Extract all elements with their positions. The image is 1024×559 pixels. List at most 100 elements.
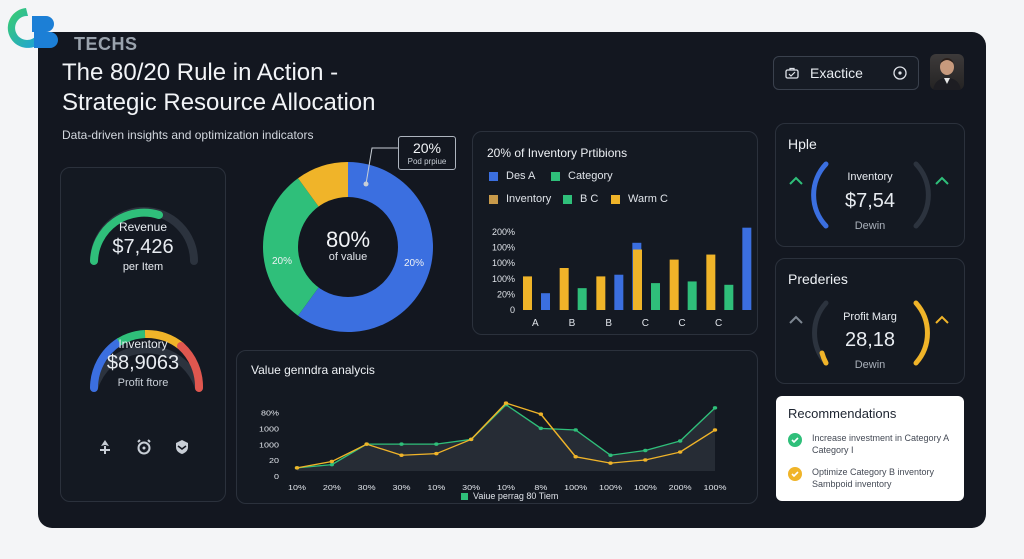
page-title: The 80/20 Rule in Action - Strategic Res… (62, 58, 482, 118)
x-tick-label: 100% (564, 484, 587, 492)
bar-chart-plot: 0 20% 100% 100% 100% 200% A B B C C C (492, 227, 752, 329)
recommendation-item[interactable]: Increase investment in Category A Categor… (788, 432, 949, 456)
legend-label: Vaiue perrag 80 Tiem (473, 491, 559, 501)
recommendation-item[interactable]: Optimize Category B inventory Sambpoid in… (788, 466, 934, 490)
callout-value: 20% (412, 140, 442, 156)
y-tick-label: 0 (510, 305, 515, 315)
legend-swatch (563, 194, 572, 204)
revenue-label: Revenue (118, 220, 168, 234)
line-chart-title: Value genndra analycis (251, 363, 375, 377)
legend-swatch (489, 171, 498, 181)
value-donut-chart (263, 162, 433, 332)
brand-logo: TECHS (2, 2, 137, 54)
data-point (643, 448, 648, 453)
x-tick-label: 100% (599, 484, 622, 492)
data-point (434, 442, 439, 446)
legend-swatch (611, 194, 620, 204)
recommendation-subtext: Sambpoid inventory (812, 479, 892, 489)
legend-label: Warm C (628, 193, 668, 205)
card-label: Profit Marg (843, 311, 897, 323)
data-point (712, 406, 718, 410)
data-point (294, 466, 300, 470)
legend-label: Category (568, 170, 613, 182)
bar-chart-title: 20% of Inventory Prtibions (487, 146, 628, 160)
data-point (434, 451, 439, 456)
y-tick-label: 0 (274, 473, 280, 481)
donut-left-label: 20% (272, 256, 293, 267)
data-point (573, 455, 578, 459)
x-tick-label: 10% (427, 484, 445, 492)
area-fill (297, 404, 715, 471)
y-tick-label: 1000 (259, 425, 280, 433)
bar (596, 276, 606, 310)
kpi-gauges-panel: Revenue $7,426 per Item Inventory $8,906… (60, 167, 226, 502)
x-tick-label: 100% (634, 484, 657, 492)
x-tick-label: 20% (323, 484, 341, 492)
y-tick-label: 1000 (259, 441, 280, 449)
data-point (677, 439, 683, 443)
shield-icon[interactable] (173, 438, 191, 456)
revenue-value: $7,426 (112, 236, 174, 258)
x-tick-label: 30% (393, 484, 411, 492)
data-point (712, 428, 718, 432)
bar (633, 249, 642, 310)
inventory-label: Inventory (118, 337, 168, 351)
card-sub: Dewin (854, 220, 886, 232)
card-value: $7,54 (844, 190, 896, 212)
alarm-icon[interactable] (135, 438, 153, 456)
legend-swatch (461, 492, 468, 500)
recommendations-title: Recommendations (788, 406, 897, 421)
x-tick-label: B (605, 318, 612, 329)
page-subtitle: Data-driven insights and optimization in… (62, 128, 314, 142)
y-tick-label: 100% (492, 258, 515, 268)
x-tick-label: C (678, 318, 685, 329)
donut-callout: 20% Pod prpiue (398, 136, 456, 170)
line-chart-card: Value genndra analycis 0 20 1000 1000 80% 10%… (236, 350, 758, 504)
legend-item: Category (551, 170, 613, 182)
bar (577, 288, 587, 310)
data-point (538, 412, 544, 416)
y-tick-label: 100% (492, 243, 515, 253)
user-avatar[interactable] (930, 54, 964, 90)
legend-label: Des A (506, 170, 536, 182)
inventory-kpi-card: Hple Inventory $7,54 Dewin (775, 123, 965, 247)
y-tick-label: 20 (269, 457, 280, 465)
legend-item: Warm C (611, 193, 668, 205)
inventory-gauge (90, 329, 204, 392)
title-line-2: Strategic Resource Allocation (62, 89, 376, 116)
bar (651, 283, 660, 310)
legend-label: B C (580, 193, 599, 205)
x-tick-label: 200% (669, 484, 692, 492)
data-point (677, 450, 683, 454)
title-line-1: The 80/20 Rule in Action - (62, 59, 339, 86)
card-label: Inventory (847, 171, 893, 183)
bar (669, 259, 679, 310)
executive-button[interactable]: Exactice (773, 56, 919, 90)
x-tick-label: 8% (534, 484, 547, 492)
bar (559, 268, 569, 310)
inventory-arc-gauge (789, 161, 949, 229)
legend-swatch (489, 194, 498, 204)
revenue-gauge (90, 207, 198, 265)
bar-chart-card: 20% of Inventory Prtibions Des A Categor… (472, 131, 758, 335)
legend-item: Des A (489, 170, 535, 182)
card-sub: Dewin (854, 359, 886, 371)
line-chart-plot: 0 20 1000 1000 80% 10% 20% 30% 30% 10% 30% 10% 8% 100… (259, 401, 727, 492)
line-legend: Vaiue perrag 80 Tiem (461, 491, 558, 501)
x-tick-label: 30% (358, 484, 376, 492)
data-point (608, 461, 613, 465)
x-tick-label: A (532, 318, 539, 329)
bar (706, 254, 716, 310)
data-point (573, 428, 578, 432)
bar (541, 293, 550, 310)
data-point (608, 453, 613, 457)
card-title: Prederies (788, 271, 848, 287)
card-value: 28,18 (844, 329, 896, 351)
x-tick-label: 100% (704, 484, 727, 492)
donut-right-label: 20% (404, 258, 425, 269)
briefcase-icon (785, 67, 799, 79)
avatar-icon (933, 58, 961, 90)
data-point (468, 437, 474, 442)
rocket-icon[interactable] (97, 438, 113, 456)
y-tick-label: 100% (492, 274, 515, 284)
